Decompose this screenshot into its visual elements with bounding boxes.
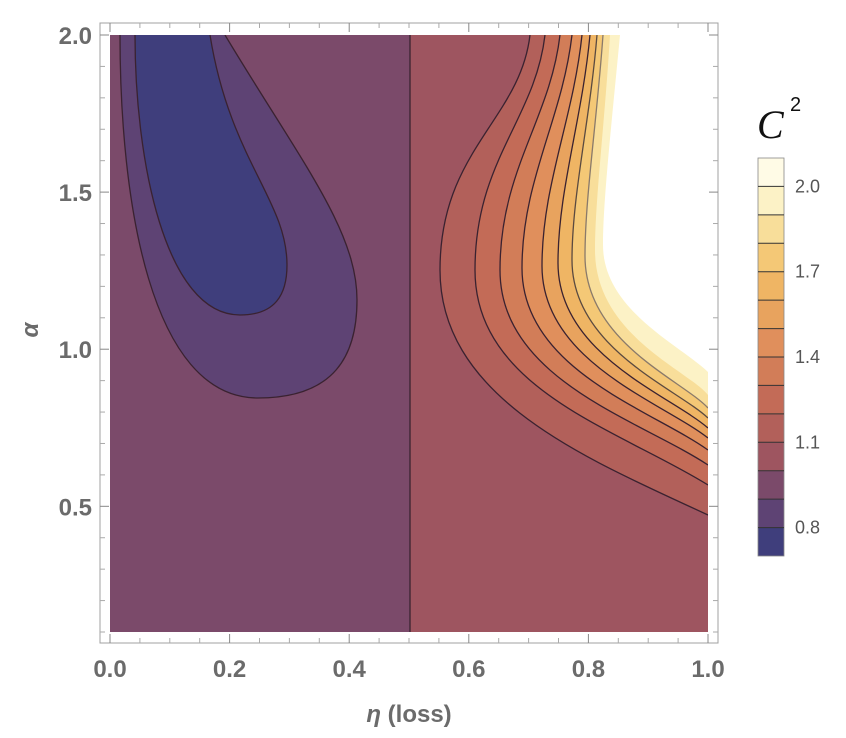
contour-line-right-3 xyxy=(499,35,708,466)
contour-line-left-outer xyxy=(119,35,358,399)
legend-band xyxy=(758,385,784,414)
contour-line-right-8 xyxy=(584,35,708,409)
x-tick-label: 1.0 xyxy=(691,656,724,683)
band-left-inner-lobe xyxy=(135,35,287,315)
legend-tick-label: 0.8 xyxy=(795,518,820,538)
contour-lines xyxy=(119,35,708,632)
legend-title: C xyxy=(757,102,785,147)
legend-band xyxy=(758,158,784,187)
legend-band xyxy=(758,300,784,329)
legend-band xyxy=(758,470,784,500)
x-axis-title-symbol: η xyxy=(366,701,381,728)
legend-band xyxy=(758,527,784,556)
legend-title-superscript: 2 xyxy=(790,94,801,116)
x-tick-label: 0.4 xyxy=(333,656,367,683)
legend-ticks: 0.8 1.1 1.4 1.7 2.0 xyxy=(758,176,820,538)
contour-line-left-inner xyxy=(134,35,288,316)
legend-tick-label: 1.7 xyxy=(795,262,820,282)
x-tick-label: 0.0 xyxy=(93,656,126,683)
contour-line-right-6 xyxy=(557,35,708,429)
legend-band xyxy=(758,442,784,471)
contour-line-right-5 xyxy=(541,35,708,439)
undefined-region xyxy=(603,35,708,372)
contour-line-right-2 xyxy=(474,35,708,486)
x-tick-label: 0.8 xyxy=(572,656,605,683)
contour-line-right-4 xyxy=(521,35,708,451)
legend-band xyxy=(758,243,784,272)
y-tick-label: 0.5 xyxy=(59,494,92,521)
x-axis-title: η (loss) xyxy=(366,701,451,728)
y-tick-label: 1.5 xyxy=(59,180,92,207)
legend-band xyxy=(758,328,784,357)
color-legend: C 2 0.8 1.1 1.4 1.7 2.0 xyxy=(757,94,820,557)
legend-band xyxy=(758,413,784,443)
contour-line-right-7 xyxy=(571,35,708,419)
legend-tick-label: 2.0 xyxy=(795,176,820,196)
contour-line-right-1 xyxy=(439,35,708,516)
x-axis: 0.0 0.2 0.4 0.6 0.8 1.0 xyxy=(93,23,725,683)
legend-tick-label: 1.1 xyxy=(795,432,820,452)
x-axis-title-text: (loss) xyxy=(381,701,452,728)
legend-band xyxy=(758,271,784,301)
y-tick-label: 2.0 xyxy=(59,23,92,50)
y-axis: 0.5 1.0 1.5 2.0 xyxy=(59,23,718,633)
legend-band xyxy=(758,499,784,528)
contour-field xyxy=(110,35,708,632)
legend-bands xyxy=(758,158,784,556)
legend-band xyxy=(758,186,784,215)
legend-band xyxy=(758,357,784,386)
y-tick-label: 1.0 xyxy=(59,337,92,364)
x-tick-label: 0.6 xyxy=(452,656,485,683)
y-axis-title: α xyxy=(17,321,44,337)
legend-band xyxy=(758,214,784,244)
legend-tick-label: 1.4 xyxy=(795,347,820,367)
x-tick-label: 0.2 xyxy=(213,656,246,683)
